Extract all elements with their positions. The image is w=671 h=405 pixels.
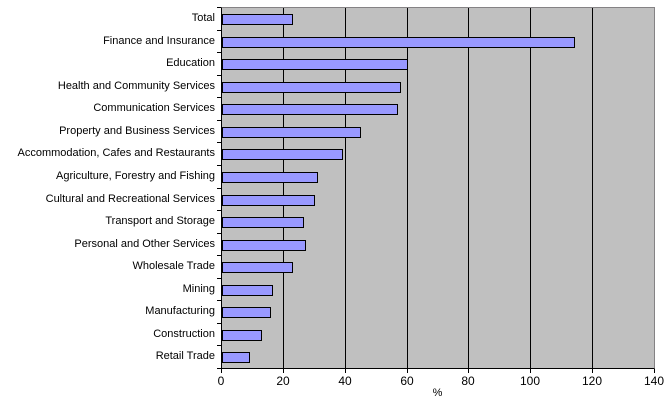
y-axis-tick: [217, 7, 221, 8]
x-tick-label-0: 0: [217, 374, 225, 388]
x-axis-tick-120: [592, 369, 593, 373]
y-axis-tick: [217, 300, 221, 301]
gridline-80: [468, 8, 469, 368]
bar-personal-and-other-services: [222, 240, 306, 251]
x-tick-label-120: 120: [581, 374, 603, 388]
category-label-mining: Mining: [182, 282, 215, 295]
x-axis-tick-60: [407, 369, 408, 373]
category-label-cultural-and-recreational-services: Cultural and Recreational Services: [45, 192, 215, 205]
category-label-property-and-business-services: Property and Business Services: [59, 124, 215, 137]
y-axis-tick: [217, 142, 221, 143]
gridline-40: [345, 8, 346, 368]
category-label-retail-trade: Retail Trade: [155, 350, 215, 363]
y-axis-tick: [217, 278, 221, 279]
bar-education: [222, 59, 408, 70]
y-axis-tick: [217, 30, 221, 31]
y-axis-tick: [217, 165, 221, 166]
bar-manufacturing: [222, 307, 271, 318]
x-tick-label-40: 40: [338, 374, 352, 388]
y-axis-tick: [217, 75, 221, 76]
category-label-wholesale-trade: Wholesale Trade: [132, 260, 215, 273]
bar-agriculture-forestry-and-fishing: [222, 172, 318, 183]
x-axis-tick-40: [345, 369, 346, 373]
y-axis-tick: [217, 188, 221, 189]
x-tick-label-20: 20: [276, 374, 290, 388]
category-label-total: Total: [191, 12, 215, 24]
bar-wholesale-trade: [222, 262, 293, 273]
x-axis-tick-80: [468, 369, 469, 373]
y-axis-tick: [217, 255, 221, 256]
gridline-120: [592, 8, 593, 368]
category-label-construction: Construction: [153, 327, 215, 340]
x-axis-tick-140: [654, 369, 655, 373]
y-axis-tick: [217, 233, 221, 234]
category-label-manufacturing: Manufacturing: [145, 305, 215, 318]
y-axis-tick: [217, 210, 221, 211]
y-axis-tick: [217, 323, 221, 324]
x-axis-tick-100: [530, 369, 531, 373]
x-tick-label-80: 80: [461, 374, 475, 388]
category-label-transport-and-storage: Transport and Storage: [105, 215, 215, 228]
x-tick-label-140: 140: [643, 374, 665, 388]
y-axis-tick: [217, 345, 221, 346]
bar-accommodation-cafes-and-restaurants: [222, 149, 343, 160]
category-label-accommodation-cafes-and-restaurants: Accommodation, Cafes and Restaurants: [17, 147, 216, 160]
category-label-finance-and-insurance: Finance and Insurance: [103, 34, 215, 47]
bar-construction: [222, 330, 262, 341]
category-label-education: Education: [166, 57, 215, 70]
category-label-personal-and-other-services: Personal and Other Services: [74, 237, 215, 250]
y-axis-tick: [217, 120, 221, 121]
gridline-60: [407, 8, 408, 368]
x-axis-tick-0: [221, 369, 222, 373]
x-tick-label-60: 60: [400, 374, 414, 388]
y-axis-tick: [217, 368, 221, 369]
y-axis-tick: [217, 97, 221, 98]
bar-mining: [222, 285, 273, 296]
gridline-20: [283, 8, 284, 368]
category-label-health-and-community-services: Health and Community Services: [57, 79, 215, 92]
x-tick-label-100: 100: [519, 374, 541, 388]
bar-health-and-community-services: [222, 82, 401, 93]
bar-property-and-business-services: [222, 127, 361, 138]
gridline-100: [530, 8, 531, 368]
category-label-communication-services: Communication Services: [93, 102, 215, 115]
x-axis-title: %: [432, 387, 443, 399]
bar-cultural-and-recreational-services: [222, 195, 315, 206]
y-axis-tick: [217, 52, 221, 53]
plot-area: [221, 7, 655, 369]
bar-finance-and-insurance: [222, 37, 575, 48]
bar-transport-and-storage: [222, 217, 304, 228]
category-label-agriculture-forestry-and-fishing: Agriculture, Forestry and Fishing: [56, 169, 215, 182]
bar-retail-trade: [222, 352, 250, 363]
x-axis-tick-20: [283, 369, 284, 373]
bar-communication-services: [222, 104, 398, 115]
bar-total: [222, 14, 293, 25]
